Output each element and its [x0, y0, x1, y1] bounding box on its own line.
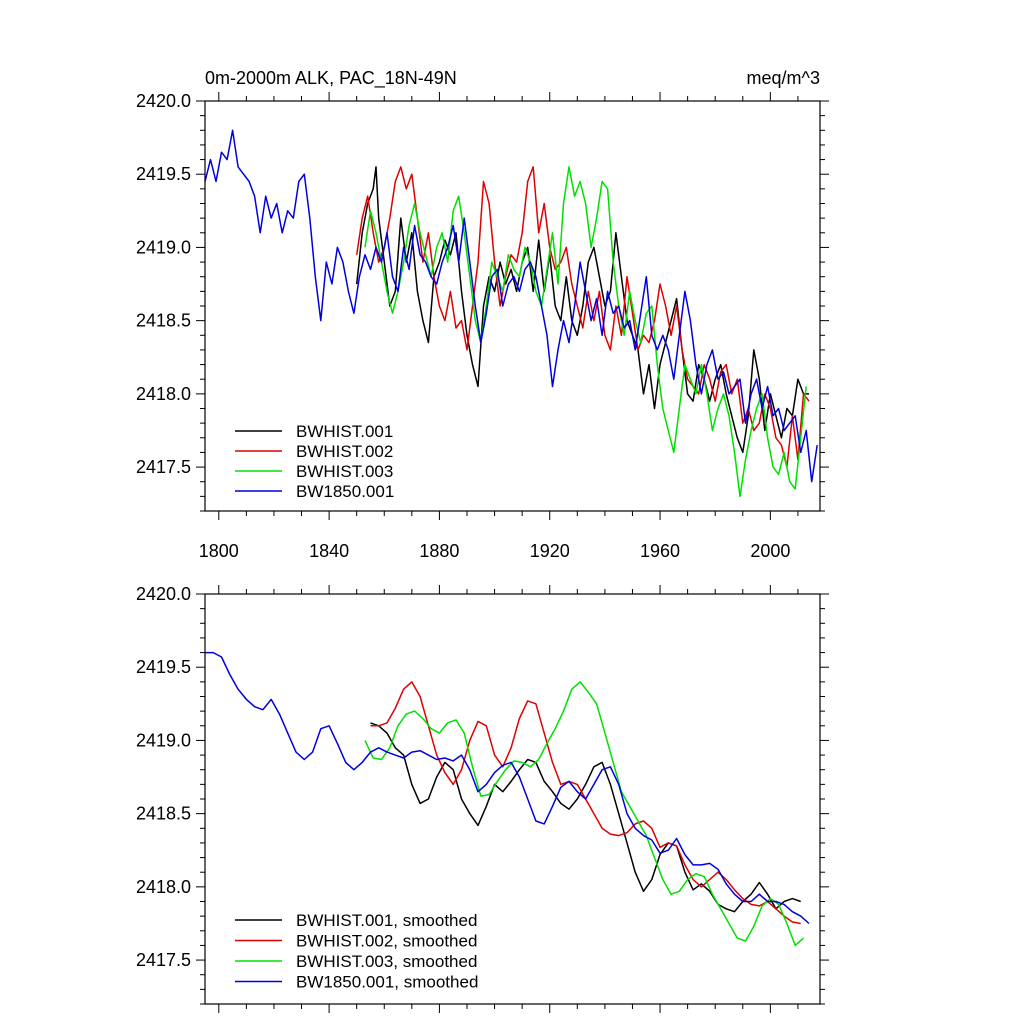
bottom-panel: 2417.5 2418.0 2418.5 2419.0 2419.5 2420.… — [136, 584, 829, 1013]
top-plot-frame — [204, 100, 821, 512]
y-tick-label: 2419.0 — [136, 730, 191, 750]
bottom-plot-frame — [204, 593, 821, 1005]
top-x-tick-labels: 1800 1840 1880 1920 1960 2000 — [199, 541, 791, 561]
legend-label-bwhist-002: BWHIST.002 — [296, 442, 393, 461]
y-tick-label: 2417.5 — [136, 950, 191, 970]
top-panel-title: 0m-2000m ALK, PAC_18N-49N — [205, 68, 457, 89]
series-line-bwhist-002-smoothed — [370, 681, 801, 925]
top-panel-units: meq/m^3 — [747, 68, 820, 88]
x-tick-label: 1800 — [199, 541, 239, 561]
top-legend: BWHIST.001 BWHIST.002 BWHIST.003 BW1850.… — [235, 422, 394, 501]
legend-label-bw1850-001-smoothed: BW1850.001, smoothed — [296, 973, 478, 992]
legend-label-bw1850-001: BW1850.001 — [296, 482, 394, 501]
y-tick-label: 2419.5 — [136, 657, 191, 677]
legend-label-bwhist-001-smoothed: BWHIST.001, smoothed — [296, 911, 477, 930]
series-line-bwhist-003-smoothed — [364, 681, 804, 947]
series-line-bwhist-001 — [355, 166, 809, 454]
y-tick-label: 2418.0 — [136, 384, 191, 404]
x-tick-label: 1960 — [640, 541, 680, 561]
top-series-lines — [204, 129, 818, 498]
y-tick-label: 2420.0 — [136, 91, 191, 111]
x-tick-label: 2000 — [750, 541, 790, 561]
bottom-legend: BWHIST.001, smoothed BWHIST.002, smoothe… — [235, 911, 478, 992]
x-tick-label: 1840 — [309, 541, 349, 561]
legend-label-bwhist-003-smoothed: BWHIST.003, smoothed — [296, 952, 477, 971]
series-line-bwhist-003 — [364, 166, 807, 498]
y-tick-label: 2417.5 — [136, 457, 191, 477]
bottom-tick-marks — [196, 585, 829, 1013]
top-y-tick-labels: 2417.5 2418.0 2418.5 2419.0 2419.5 2420.… — [136, 91, 191, 477]
legend-label-bwhist-003: BWHIST.003 — [296, 462, 393, 481]
top-panel: 0m-2000m ALK, PAC_18N-49N meq/m^3 2417.5… — [136, 68, 829, 561]
series-line-bwhist-002 — [355, 166, 810, 468]
legend-label-bwhist-001: BWHIST.001 — [296, 422, 393, 441]
x-tick-label: 1920 — [530, 541, 570, 561]
y-tick-label: 2418.5 — [136, 804, 191, 824]
top-tick-marks — [196, 92, 829, 520]
y-tick-label: 2419.5 — [136, 164, 191, 184]
bottom-y-tick-labels: 2417.5 2418.0 2418.5 2419.0 2419.5 2420.… — [136, 584, 191, 970]
series-line-bw1850-001-smoothed — [205, 651, 810, 925]
y-tick-label: 2420.0 — [136, 584, 191, 604]
y-tick-label: 2418.5 — [136, 311, 191, 331]
y-tick-label: 2418.0 — [136, 877, 191, 897]
y-tick-label: 2419.0 — [136, 237, 191, 257]
series-line-bw1850-001 — [204, 129, 818, 483]
bottom-series-lines — [205, 651, 810, 947]
x-tick-label: 1880 — [419, 541, 459, 561]
legend-label-bwhist-002-smoothed: BWHIST.002, smoothed — [296, 932, 477, 951]
